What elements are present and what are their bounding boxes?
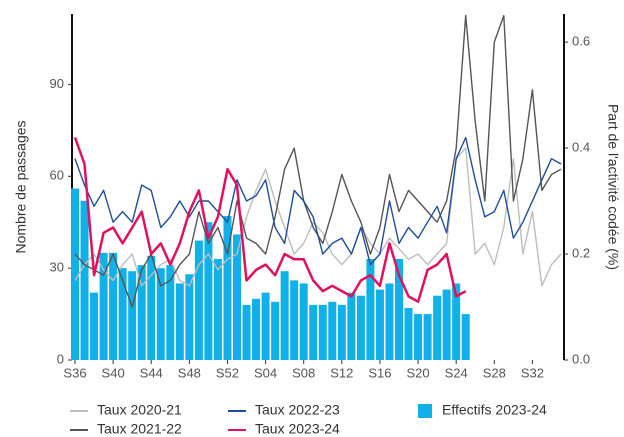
y2-tick-label: 0.4 — [572, 139, 590, 154]
bar — [433, 295, 442, 360]
x-tick-label: S20 — [406, 365, 429, 380]
line — [74, 136, 562, 266]
x-tick-label: S36 — [63, 365, 86, 380]
bar — [242, 304, 251, 360]
bar — [147, 255, 156, 360]
y-tick-label: 30 — [50, 260, 64, 275]
y2-axis-title: Part de l'activité codée (%) — [605, 104, 621, 270]
bar — [252, 298, 261, 360]
x-tick-label: S28 — [483, 365, 506, 380]
bar — [318, 304, 327, 360]
x-tick-label: S44 — [140, 365, 163, 380]
bar — [442, 289, 451, 360]
y2-tick-label: 0.2 — [572, 245, 590, 260]
bar — [118, 268, 127, 360]
bar — [414, 314, 423, 360]
x-tick-label: S48 — [178, 365, 201, 380]
bar — [128, 271, 137, 360]
bar — [385, 283, 394, 360]
legend-label: Taux 2023-24 — [255, 421, 340, 437]
x-tick-label: S40 — [102, 365, 125, 380]
y-tick-label: 90 — [50, 76, 64, 91]
bar — [299, 283, 308, 360]
y-tick-label: 60 — [50, 168, 64, 183]
bar — [337, 304, 346, 360]
bar — [137, 265, 146, 360]
x-tick-label: S16 — [368, 365, 391, 380]
legend-swatch — [418, 404, 432, 418]
bar — [213, 258, 222, 360]
bar — [395, 258, 403, 360]
x-tick-label: S12 — [330, 365, 353, 380]
bar — [71, 188, 79, 360]
bar — [404, 307, 413, 360]
bar — [194, 240, 203, 360]
bar — [328, 301, 337, 360]
bar — [271, 301, 280, 360]
bar — [261, 292, 270, 360]
line — [73, 137, 467, 303]
bar — [347, 292, 356, 360]
bar — [366, 258, 375, 360]
legend-label: Taux 2020-21 — [97, 402, 182, 418]
legend-label: Taux 2022-23 — [255, 402, 340, 418]
bar — [156, 268, 165, 360]
bar — [166, 265, 175, 360]
bar — [80, 200, 89, 360]
legend-label: Taux 2021-22 — [97, 421, 182, 437]
y2-tick-label: 0.6 — [572, 34, 590, 49]
x-tick-label: S24 — [445, 365, 468, 380]
x-tick-label: S52 — [216, 365, 239, 380]
x-tick-label: S08 — [292, 365, 315, 380]
y-tick-label: 0 — [57, 351, 64, 366]
bar — [461, 314, 470, 360]
bar — [356, 295, 365, 360]
x-tick-label: S04 — [254, 365, 277, 380]
bar — [280, 271, 289, 360]
y-axis-title: Nombre de passages — [13, 120, 29, 253]
bar — [290, 280, 299, 360]
bar — [99, 252, 108, 360]
bar — [223, 216, 232, 360]
bar — [185, 274, 194, 360]
bar — [309, 304, 318, 360]
bar — [423, 314, 432, 360]
bar — [452, 283, 461, 360]
bar — [233, 234, 241, 360]
x-tick-label: S32 — [521, 365, 544, 380]
bar — [90, 292, 99, 360]
bar — [175, 283, 184, 360]
bar — [204, 222, 213, 360]
y2-tick-label: 0.0 — [572, 351, 590, 366]
bar — [109, 252, 118, 360]
bar — [375, 289, 384, 360]
legend-label: Effectifs 2023-24 — [442, 402, 547, 418]
